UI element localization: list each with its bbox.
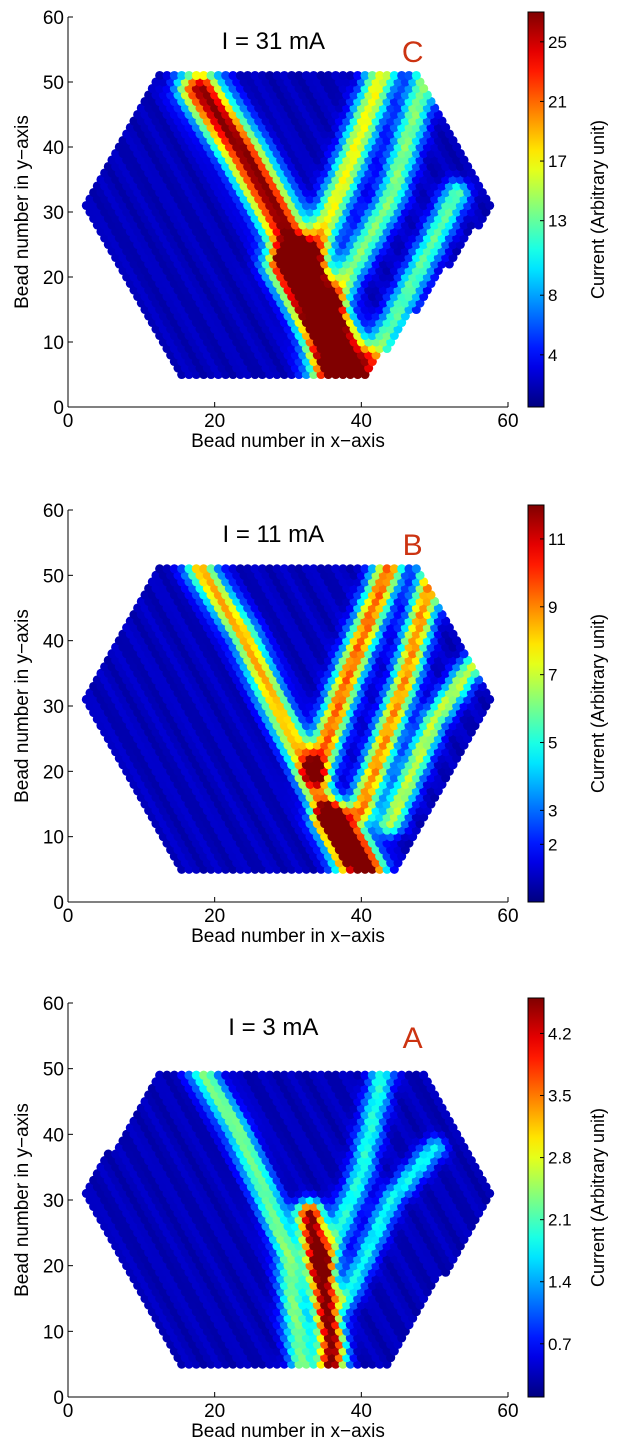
y-tick-label: 30 xyxy=(43,697,64,718)
y-tick-label: 50 xyxy=(43,566,64,587)
x-tick-label: 20 xyxy=(204,906,225,927)
colorbar-tick-label: 9 xyxy=(548,598,557,617)
y-tick-label: 40 xyxy=(43,632,64,653)
heatmap-beads xyxy=(81,70,495,380)
panel-c: 0 20 40 60 0 10 20 30 40 50 60 Bead number in x−axi… xyxy=(12,8,608,452)
heatmap-beads xyxy=(81,1070,495,1369)
x-tick-label: 0 xyxy=(63,411,74,432)
y-tick-label: 60 xyxy=(43,501,64,522)
colorbar-label: Current (Arbitrary unit) xyxy=(588,614,608,793)
heatmap-beads xyxy=(81,564,495,874)
colorbar-tick-label: 13 xyxy=(548,212,567,231)
colorbar-tick-label: 8 xyxy=(548,286,557,305)
panel-title: I = 11 mA xyxy=(223,521,325,548)
x-tick-label: 0 xyxy=(63,906,74,927)
colorbar-tick-label: 5 xyxy=(548,734,557,753)
bead-cell xyxy=(411,564,421,574)
y-tick-label: 10 xyxy=(43,333,64,354)
colorbar-tick-label: 2 xyxy=(548,835,557,854)
y-tick-label: 10 xyxy=(43,828,64,849)
panel-b: 0 20 40 60 0 10 20 30 40 50 60 Bead number in x−axi… xyxy=(12,501,608,947)
colorbar xyxy=(527,504,545,903)
y-tick-label: 60 xyxy=(43,8,64,29)
y-tick-label: 50 xyxy=(43,73,64,94)
y-axis-label: Bead number in y−axis xyxy=(12,609,33,803)
x-tick-label: 40 xyxy=(351,411,372,432)
y-tick-label: 0 xyxy=(53,398,64,419)
colorbar-tick-label: 25 xyxy=(548,33,567,52)
x-axis-label: Bead number in x−axis xyxy=(191,926,385,947)
x-tick-label: 60 xyxy=(497,411,518,432)
colorbar-tick-label: 7 xyxy=(548,666,557,685)
colorbar xyxy=(527,11,545,408)
y-tick-label: 30 xyxy=(43,203,64,224)
panel-title: I = 31 mA xyxy=(222,28,325,55)
x-axis-label: Bead number in x−axis xyxy=(191,431,385,452)
colorbar-tick-label: 21 xyxy=(548,92,567,111)
y-tick-label: 20 xyxy=(43,762,64,783)
y-tick-label: 40 xyxy=(43,138,64,159)
x-tick-label: 20 xyxy=(204,411,225,432)
colorbar-tick-label: 3 xyxy=(548,801,557,820)
y-tick-label: 20 xyxy=(43,268,64,289)
panel-letter: B xyxy=(403,529,423,562)
colorbar-tick-label: 17 xyxy=(548,152,567,171)
panel-letter: C xyxy=(402,36,424,69)
colorbar-label: Current (Arbitrary unit) xyxy=(588,120,608,299)
x-tick-label: 60 xyxy=(497,906,518,927)
y-tick-label: 0 xyxy=(53,893,64,914)
colorbar-tick-label: 11 xyxy=(548,530,566,549)
bead-cell xyxy=(411,70,421,81)
y-axis-label: Bead number in y−axis xyxy=(12,115,33,309)
x-tick-label: 40 xyxy=(351,906,372,927)
colorbar-tick-label: 4 xyxy=(548,346,557,365)
